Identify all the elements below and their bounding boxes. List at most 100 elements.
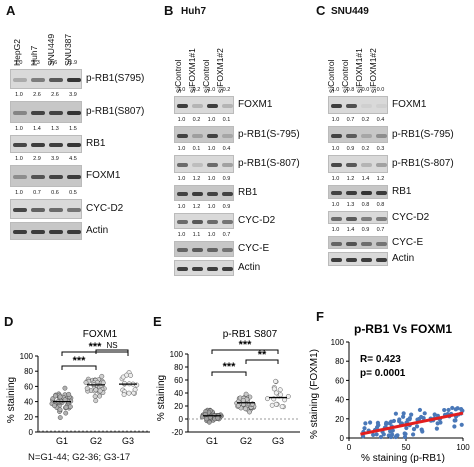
y-tick-label: 0 bbox=[29, 428, 34, 437]
panel-d-letter: D bbox=[4, 314, 14, 329]
quant-value: 1.0 bbox=[177, 232, 186, 238]
blot-strip bbox=[174, 260, 234, 276]
quant-value: 1.2 bbox=[376, 176, 385, 182]
data-point bbox=[279, 404, 285, 410]
x-tick-label: 0 bbox=[347, 443, 352, 452]
protein-label: Actin bbox=[238, 262, 261, 273]
quant-value: 1.0 bbox=[15, 190, 23, 196]
protein-band bbox=[31, 208, 45, 212]
data-point bbox=[452, 424, 457, 429]
blot-strip bbox=[174, 213, 234, 229]
protein-band bbox=[31, 175, 45, 179]
quant-value: 1.0 bbox=[15, 92, 23, 98]
protein-band bbox=[376, 258, 387, 262]
protein-band bbox=[177, 104, 188, 108]
data-point bbox=[57, 394, 63, 400]
quant-value: 0.2 bbox=[192, 117, 201, 123]
blot-strip bbox=[10, 69, 82, 89]
protein-band bbox=[31, 78, 45, 82]
x-tick-label: G1 bbox=[56, 436, 68, 446]
data-point bbox=[401, 414, 406, 419]
data-point bbox=[393, 411, 398, 416]
data-point bbox=[386, 433, 391, 438]
data-point bbox=[93, 398, 99, 404]
protein-band bbox=[222, 248, 233, 252]
quant-value: 3.9 bbox=[51, 156, 59, 162]
sig-label: *** bbox=[73, 355, 87, 367]
quant-value: 5.6 bbox=[49, 60, 58, 66]
y-tick-label: 80 bbox=[174, 363, 183, 372]
data-point bbox=[371, 432, 376, 437]
data-point bbox=[57, 407, 63, 413]
panel-f-letter: F bbox=[316, 309, 324, 324]
data-point bbox=[368, 420, 373, 425]
protein-band bbox=[346, 191, 357, 195]
x-tick-label: 50 bbox=[402, 443, 411, 452]
y-tick-label: 0 bbox=[179, 415, 184, 424]
data-point bbox=[235, 403, 241, 409]
quant-value: 1.3 bbox=[346, 202, 355, 208]
protein-band bbox=[13, 230, 27, 234]
blot-strip bbox=[328, 126, 388, 143]
protein-label: FOXM1 bbox=[86, 170, 121, 181]
data-point bbox=[417, 407, 423, 413]
y-axis-label: % staining (FOXM1) bbox=[309, 349, 320, 439]
protein-band bbox=[331, 163, 342, 167]
protein-band bbox=[13, 143, 27, 147]
regression-line bbox=[360, 411, 464, 436]
blot-strip bbox=[328, 185, 388, 199]
protein-band bbox=[31, 111, 45, 115]
quant-row: 1.0 1.2 1.4 1.2 bbox=[328, 176, 388, 182]
data-point bbox=[97, 388, 103, 394]
blot-strip bbox=[328, 96, 388, 114]
data-point bbox=[99, 373, 105, 379]
data-point bbox=[414, 424, 420, 429]
protein-band bbox=[177, 220, 188, 224]
data-point bbox=[204, 416, 210, 422]
quant-row: 1.0 1.2 1.0 0.9 bbox=[174, 176, 234, 182]
protein-band bbox=[207, 133, 218, 138]
quant-value: 0.9 bbox=[346, 146, 355, 152]
protein-band bbox=[207, 192, 218, 196]
sig-bracket bbox=[211, 349, 279, 354]
data-point bbox=[282, 397, 288, 403]
protein-band bbox=[67, 78, 81, 82]
quant-value: 0.7 bbox=[222, 232, 231, 238]
quant-value: 1.0 bbox=[207, 204, 216, 210]
data-point bbox=[363, 421, 368, 426]
axes: 0 20 40 60 80 100 0 50 100 bbox=[331, 338, 471, 452]
protein-band bbox=[67, 230, 81, 234]
data-point bbox=[422, 411, 427, 416]
quant-value: 0.6 bbox=[51, 190, 59, 196]
data-points bbox=[199, 378, 291, 425]
data-point bbox=[381, 432, 386, 437]
protein-band bbox=[49, 111, 63, 115]
significance-bars bbox=[211, 349, 279, 376]
quant-value: 1.0 bbox=[331, 146, 340, 152]
protein-band bbox=[331, 191, 342, 195]
data-point bbox=[215, 415, 221, 421]
blot-strip bbox=[10, 222, 82, 240]
panel-e-letter: E bbox=[153, 314, 162, 329]
quant-value: 0.2 bbox=[192, 87, 201, 93]
quant-value: 0.1 bbox=[192, 146, 201, 152]
protein-label: p-RB1(S-807) bbox=[238, 158, 300, 169]
protein-label: RB1 bbox=[238, 187, 258, 198]
protein-band bbox=[177, 133, 188, 138]
chart-title: p-RB1 S807 bbox=[223, 329, 278, 340]
quant-value: 11.9 bbox=[66, 60, 78, 66]
quant-value: 1.0 bbox=[207, 146, 216, 152]
quant-value: 0.4 bbox=[376, 117, 385, 123]
data-point bbox=[278, 392, 284, 398]
data-point bbox=[121, 392, 127, 397]
data-point bbox=[84, 385, 90, 391]
protein-band bbox=[361, 163, 372, 167]
quant-row: 1.0 0.7 0.2 0.4 bbox=[328, 117, 388, 123]
data-point bbox=[394, 433, 399, 438]
quant-row: 1.0 1.4 0.9 0.7 bbox=[328, 227, 388, 233]
data-point bbox=[405, 417, 410, 423]
quant-value: 0.0 bbox=[376, 87, 385, 93]
data-point bbox=[271, 386, 277, 392]
protein-band bbox=[376, 216, 387, 221]
protein-band bbox=[67, 208, 81, 212]
